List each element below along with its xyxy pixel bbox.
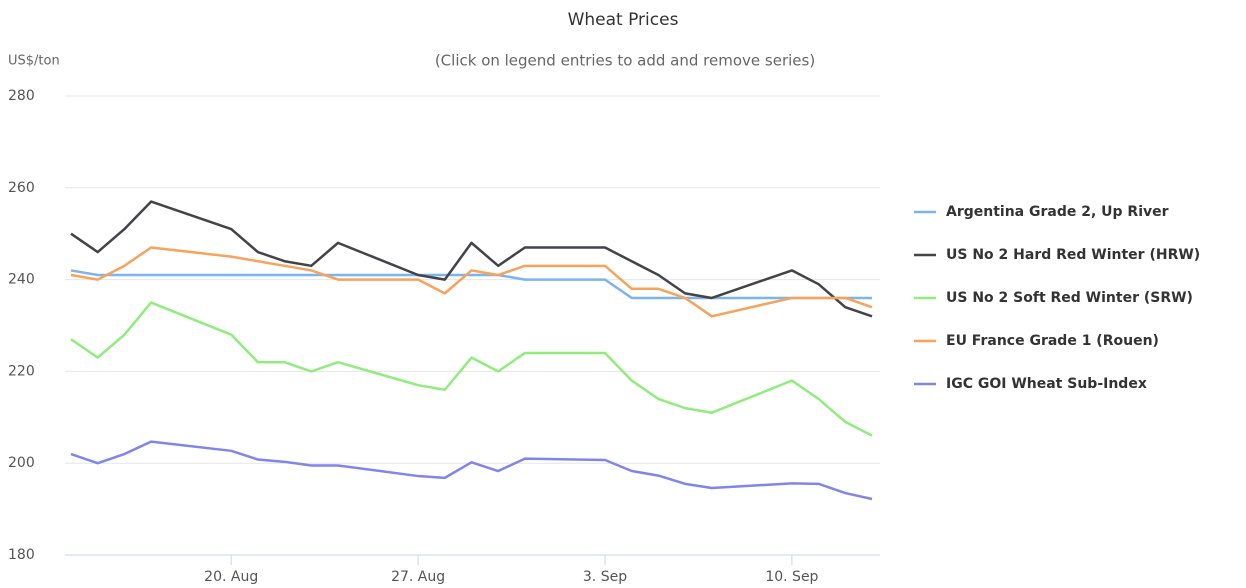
x-tick-label: 3. Sep <box>583 569 627 585</box>
y-tick-label: 180 <box>8 547 35 563</box>
series-line <box>70 200 873 318</box>
y-tick-label: 280 <box>8 88 35 104</box>
chart-title: Wheat Prices <box>568 10 679 30</box>
series-line <box>70 269 872 300</box>
x-tick-label: 27. Aug <box>391 569 445 585</box>
series-line <box>70 440 873 501</box>
y-tick-label: 260 <box>8 180 35 196</box>
chart-subtitle: (Click on legend entries to add and remo… <box>435 52 815 70</box>
y-axis-label: US$/ton <box>8 54 60 69</box>
legend-item[interactable]: Argentina Grade 2, Up River <box>946 204 1169 220</box>
legend-item[interactable]: US No 2 Soft Red Winter (SRW) <box>946 290 1193 306</box>
x-tick-label: 20. Aug <box>204 569 258 585</box>
y-tick-label: 220 <box>8 363 35 379</box>
y-tick-label: 240 <box>8 272 35 288</box>
y-tick-label: 200 <box>8 455 35 471</box>
legend-item[interactable]: IGC GOI Wheat Sub-Index <box>946 376 1147 392</box>
x-tick-label: 10. Sep <box>765 569 818 585</box>
legend-item[interactable]: US No 2 Hard Red Winter (HRW) <box>946 247 1200 263</box>
series-line <box>70 246 873 318</box>
series-line <box>70 301 873 437</box>
legend-item[interactable]: EU France Grade 1 (Rouen) <box>946 333 1159 349</box>
